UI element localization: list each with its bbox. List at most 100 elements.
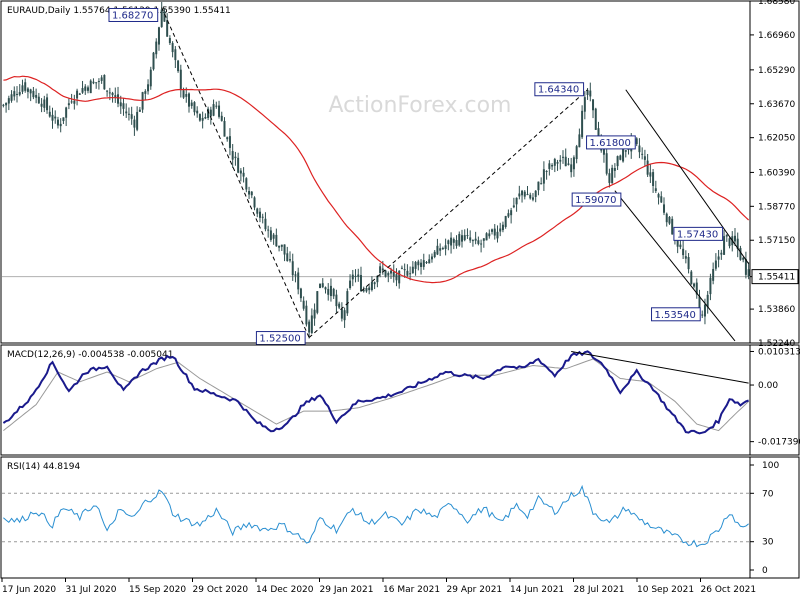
candle-body — [717, 256, 720, 260]
candle-body — [698, 296, 701, 312]
candle-body — [420, 262, 423, 267]
candle-body — [343, 310, 346, 321]
candle-body — [147, 84, 150, 92]
candle-body — [739, 248, 742, 260]
candle-body — [234, 156, 237, 159]
candle-body — [646, 160, 649, 175]
candle-body — [586, 90, 589, 95]
candle-body — [37, 96, 40, 104]
candle-body — [395, 274, 398, 281]
candle-body — [310, 315, 313, 334]
candle-body — [141, 92, 144, 110]
candle-body — [417, 261, 420, 266]
candle-body — [119, 102, 122, 107]
x-tick-label: 14 Jun 2021 — [510, 585, 564, 595]
candle-body — [567, 163, 570, 165]
candle-body — [218, 105, 221, 117]
candle-body — [611, 167, 614, 184]
candle-body — [381, 268, 384, 271]
candle-body — [747, 269, 750, 277]
candle-body — [215, 105, 218, 107]
candle-body — [649, 172, 652, 177]
watermark-text: ActionForex.com — [329, 93, 512, 118]
candle-body — [207, 108, 210, 119]
candle-body — [351, 274, 354, 280]
candle-body — [602, 149, 605, 155]
candle-body — [668, 216, 671, 224]
candle-body — [324, 287, 327, 290]
x-tick-label: 16 Mar 2021 — [383, 585, 440, 595]
candle-body — [725, 234, 728, 237]
candle-body — [43, 99, 46, 108]
candle-body — [742, 257, 745, 260]
price-tick-label: 1.57150 — [758, 236, 795, 246]
candle-body — [21, 85, 24, 92]
macd-tick-label: 0.010313 — [758, 347, 800, 357]
candle-body — [493, 228, 496, 236]
candle-body — [684, 256, 687, 259]
candle-body — [10, 94, 13, 101]
candle-body — [357, 274, 360, 277]
candle-body — [428, 259, 431, 264]
price-pane-border — [0, 0, 800, 344]
candle-body — [562, 156, 564, 158]
price-annotation-label: 1.61800 — [590, 138, 631, 149]
candle-body — [35, 94, 38, 98]
trendline — [161, 7, 310, 338]
price-annotation-box — [586, 135, 636, 150]
candle-body — [671, 218, 674, 235]
macd-pane-border — [0, 344, 800, 456]
candle-body — [469, 237, 472, 241]
candle-body — [198, 114, 201, 121]
candle-body — [7, 98, 10, 104]
macd-tick-label: -0.017396 — [758, 438, 800, 448]
candle-body — [250, 191, 253, 196]
candle-body — [430, 256, 433, 260]
price-tick-label: 1.58770 — [758, 202, 795, 212]
candle-body — [693, 283, 696, 287]
candle-body — [529, 194, 532, 199]
candle-body — [226, 137, 229, 140]
candle-body — [316, 291, 319, 313]
candle-body — [460, 235, 463, 242]
candle-body — [26, 88, 29, 92]
candle-body — [185, 94, 188, 97]
candle-body — [291, 261, 294, 276]
rsi-tick-label: 0 — [762, 566, 768, 576]
candle-body — [92, 81, 95, 84]
candle-body — [237, 157, 240, 173]
candle-body — [48, 111, 51, 117]
macd-series-signal — [3, 358, 749, 432]
candle-body — [106, 90, 109, 92]
price-annotation-box — [108, 7, 159, 22]
candle-body — [280, 244, 283, 247]
candle-body — [436, 245, 439, 255]
candle-body — [2, 104, 5, 106]
candle-body — [289, 259, 292, 261]
candle-body — [572, 157, 575, 170]
candle-body — [592, 99, 595, 111]
candle-body — [332, 288, 335, 297]
candle-body — [117, 94, 120, 104]
rsi-tick-label: 30 — [762, 538, 774, 548]
candle-body — [701, 314, 704, 316]
candle-body — [518, 193, 521, 197]
candle-body — [40, 103, 43, 107]
candle-body — [665, 213, 668, 223]
candle-body — [84, 86, 87, 91]
candle-body — [521, 190, 524, 196]
candle-body — [376, 275, 379, 283]
candle-body — [313, 309, 316, 319]
candle-body — [622, 148, 625, 162]
price-annotation-box — [673, 226, 724, 241]
candle-body — [321, 283, 324, 288]
candle-body — [512, 205, 515, 208]
candle-body — [496, 231, 499, 239]
candle-body — [242, 172, 245, 177]
candle-body — [354, 275, 357, 277]
candle-body — [578, 134, 581, 148]
candle-body — [594, 108, 597, 130]
candle-body — [65, 107, 68, 118]
candle-body — [439, 248, 442, 251]
candle-body — [231, 151, 234, 160]
